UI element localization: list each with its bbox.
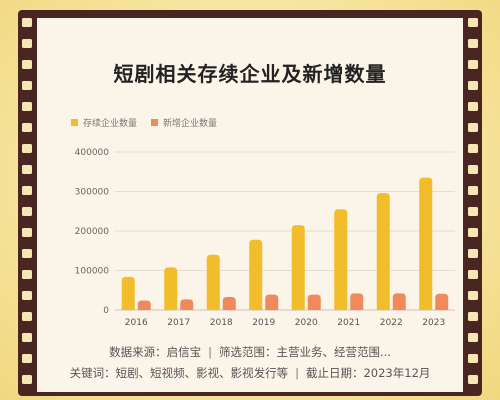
y-tick-label: 300000	[75, 188, 110, 198]
bar-existing	[249, 239, 263, 310]
film-perforation	[468, 249, 478, 258]
film-strip-frame: 短剧相关存续企业及新增数量 存续企业数量 新增企业数量 0 100000 20000…	[18, 10, 482, 396]
film-perforation	[468, 312, 478, 321]
film-perforations-left	[22, 18, 32, 390]
legend-label-existing: 存续企业数量	[83, 119, 138, 129]
chart-panel: 短剧相关存续企业及新增数量 存续企业数量 新增企业数量 0 100000 20000…	[37, 18, 463, 392]
film-perforation	[22, 18, 32, 27]
bar-new	[180, 299, 194, 310]
bar-existing	[121, 276, 135, 310]
bar-new	[307, 294, 321, 310]
legend-swatch-existing	[71, 119, 78, 126]
footer-line-2: 关键词：短剧、短视频、影视、影视发行等 | 截止日期：2023年12月	[37, 365, 463, 381]
footer-line-1: 数据来源：启信宝 | 筛选范围：主营业务、经营范围...	[37, 344, 463, 360]
film-perforation	[468, 354, 478, 363]
bar-new	[265, 294, 279, 310]
bar-new	[222, 296, 236, 310]
bar-existing	[164, 267, 178, 310]
chart-title: 短剧相关存续企业及新增数量	[113, 62, 387, 86]
legend-swatch-new	[151, 119, 159, 126]
filter-scope-text: 筛选范围：主营业务、经营范围...	[218, 345, 391, 359]
footer-separator: |	[208, 345, 212, 359]
deadline-text: 截止日期：2023年12月	[305, 366, 431, 380]
film-perforation	[468, 165, 478, 174]
film-perforation	[468, 60, 478, 69]
film-perforation	[22, 333, 32, 342]
x-tick-label: 2019	[252, 318, 275, 328]
film-perforation	[22, 375, 32, 384]
film-perforation	[22, 102, 32, 111]
bar-existing	[376, 193, 390, 310]
bar-new	[350, 293, 364, 310]
film-perforation	[468, 39, 478, 48]
bar-chart: 0 100000 200000 300000 400000 2016 2017 2018 201…	[75, 148, 455, 328]
film-perforation	[468, 375, 478, 384]
footer-separator: |	[295, 366, 299, 380]
x-tick-label: 2017	[167, 318, 190, 328]
x-tick-label: 2021	[337, 318, 360, 328]
bar-existing	[291, 225, 305, 310]
film-perforation	[468, 207, 478, 216]
film-perforation	[468, 270, 478, 279]
legend-item-existing: 存续企业数量	[71, 116, 137, 129]
film-perforations-right	[468, 18, 478, 390]
film-perforation	[22, 144, 32, 153]
legend-item-new: 新增企业数量	[151, 116, 217, 129]
film-perforation	[22, 39, 32, 48]
x-tick-label: 2023	[422, 318, 445, 328]
film-perforation	[468, 102, 478, 111]
y-tick-label: 100000	[75, 267, 110, 277]
film-perforation	[468, 186, 478, 195]
film-perforation	[22, 354, 32, 363]
film-perforation	[22, 228, 32, 237]
film-perforation	[468, 144, 478, 153]
bar-existing	[206, 254, 220, 310]
film-perforation	[468, 333, 478, 342]
film-perforation	[468, 18, 478, 27]
x-tick-label: 2022	[380, 318, 403, 328]
keywords-text: 关键词：短剧、短视频、影视、影视发行等	[69, 366, 289, 380]
film-perforation	[22, 186, 32, 195]
y-tick-label: 0	[103, 306, 109, 316]
film-perforation	[468, 291, 478, 300]
bar-new	[392, 293, 406, 310]
bar-new	[137, 300, 151, 310]
film-perforation	[468, 123, 478, 132]
film-perforation	[22, 291, 32, 300]
x-tick-label: 2018	[210, 318, 233, 328]
film-perforation	[22, 249, 32, 258]
legend-label-new: 新增企业数量	[163, 119, 218, 129]
y-tick-label: 200000	[75, 227, 110, 237]
film-perforation	[22, 165, 32, 174]
data-source-text: 数据来源：启信宝	[109, 345, 202, 359]
chart-legend: 存续企业数量 新增企业数量	[71, 116, 231, 129]
x-tick-label: 2020	[295, 318, 318, 328]
film-perforation	[22, 270, 32, 279]
y-tick-label: 400000	[75, 148, 110, 158]
bar-existing	[334, 209, 348, 310]
bar-existing	[419, 177, 433, 310]
x-tick-label: 2016	[125, 318, 148, 328]
bar-new	[435, 293, 449, 310]
film-perforation	[22, 81, 32, 90]
film-perforation	[22, 60, 32, 69]
film-perforation	[22, 123, 32, 132]
film-perforation	[22, 207, 32, 216]
film-perforation	[22, 312, 32, 321]
film-perforation	[468, 228, 478, 237]
film-perforation	[468, 81, 478, 90]
